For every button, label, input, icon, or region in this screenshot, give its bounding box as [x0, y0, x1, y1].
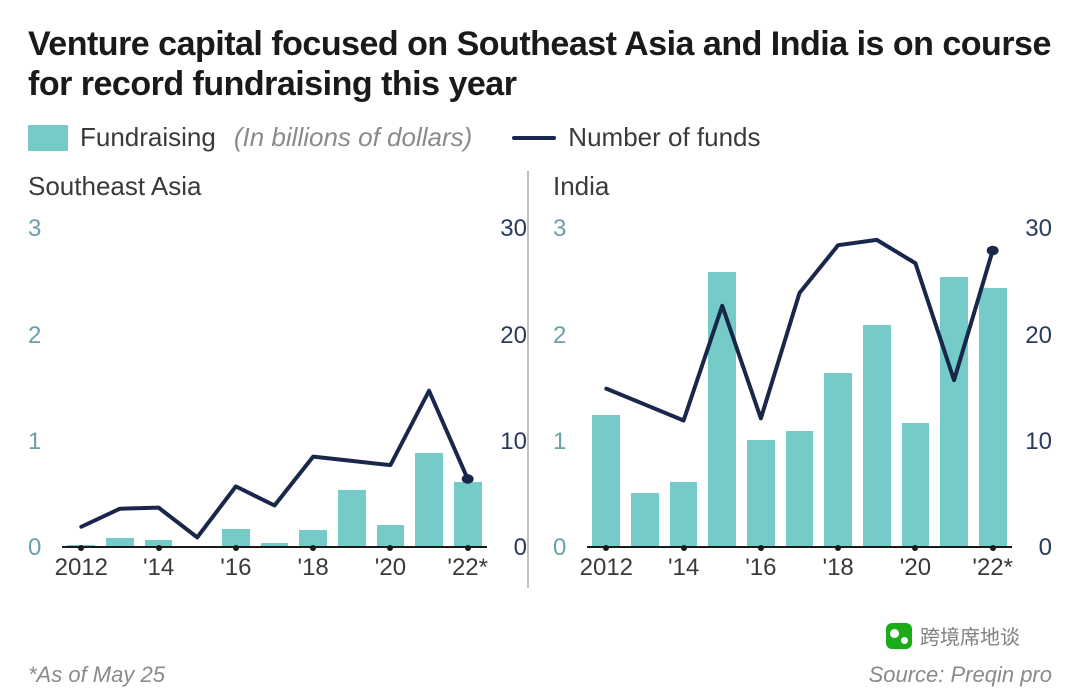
chart-page: Venture capital focused on Southeast Asi…	[0, 0, 1080, 696]
line-series	[62, 208, 487, 548]
footnote-left: *As of May 25	[28, 662, 165, 688]
x-tick-label: '14	[143, 554, 174, 582]
x-axis: 2012'14'16'18'20'22*	[587, 548, 1012, 588]
legend-item-numfunds: Number of funds	[512, 122, 760, 153]
x-tick-label: '20	[375, 554, 406, 582]
wechat-icon	[886, 623, 912, 649]
watermark: 跨境席地谈	[886, 621, 1020, 650]
legend-unit-fundraising: (In billions of dollars)	[234, 122, 472, 153]
footnote-right: Source: Preqin pro	[869, 662, 1052, 688]
x-tick-label: '18	[297, 554, 328, 582]
y-left-tick: 1	[553, 428, 589, 456]
x-tick-label: '22*	[972, 554, 1013, 582]
legend-swatch-bar	[28, 125, 68, 151]
y-axis-left: 0123	[553, 208, 589, 548]
x-tick-mark	[78, 545, 84, 551]
panel-title: India	[553, 171, 1052, 202]
x-tick-label: '22*	[447, 554, 488, 582]
x-tick-mark	[156, 545, 162, 551]
y-left-tick: 2	[28, 322, 64, 350]
y-right-tick: 20	[1016, 322, 1052, 350]
plot-area	[62, 208, 487, 548]
y-right-tick: 30	[1016, 215, 1052, 243]
chart-title: Venture capital focused on Southeast Asi…	[28, 24, 1052, 104]
x-tick-label: '20	[900, 554, 931, 582]
y-right-tick: 10	[491, 428, 527, 456]
panel-southeast-asia: Southeast Asia012301020302012'14'16'18'2…	[28, 171, 527, 588]
legend-item-fundraising: Fundraising (In billions of dollars)	[28, 122, 472, 153]
x-tick-mark	[681, 545, 687, 551]
x-tick-mark	[603, 545, 609, 551]
x-tick-mark	[912, 545, 918, 551]
y-axis-right: 0102030	[1016, 208, 1052, 548]
legend-swatch-line	[512, 136, 556, 140]
y-left-tick: 3	[553, 215, 589, 243]
y-right-tick: 0	[491, 534, 527, 562]
x-tick-label: '18	[822, 554, 853, 582]
y-axis-left: 0123	[28, 208, 64, 548]
x-tick-label: '14	[668, 554, 699, 582]
x-tick-mark	[758, 545, 764, 551]
line-series	[587, 208, 1012, 548]
legend-label-fundraising: Fundraising	[80, 122, 216, 153]
panel-title: Southeast Asia	[28, 171, 527, 202]
x-tick-label: 2012	[55, 554, 108, 582]
chart: 012301020302012'14'16'18'20'22*	[553, 208, 1052, 588]
x-tick-mark	[233, 545, 239, 551]
panel-india: India012301020302012'14'16'18'20'22*	[527, 171, 1052, 588]
y-right-tick: 0	[1016, 534, 1052, 562]
x-tick-mark	[835, 545, 841, 551]
watermark-text: 跨境席地谈	[920, 621, 1020, 650]
y-left-tick: 3	[28, 215, 64, 243]
y-left-tick: 1	[28, 428, 64, 456]
footnotes: *As of May 25 Source: Preqin pro	[28, 662, 1052, 688]
x-tick-label: '16	[745, 554, 776, 582]
x-tick-mark	[310, 545, 316, 551]
y-axis-right: 0102030	[491, 208, 527, 548]
plot-area	[587, 208, 1012, 548]
y-right-tick: 20	[491, 322, 527, 350]
legend-label-numfunds: Number of funds	[568, 122, 760, 153]
legend: Fundraising (In billions of dollars) Num…	[28, 122, 1052, 153]
y-left-tick: 2	[553, 322, 589, 350]
x-tick-label: '16	[220, 554, 251, 582]
x-tick-mark	[990, 545, 996, 551]
x-axis: 2012'14'16'18'20'22*	[62, 548, 487, 588]
y-right-tick: 10	[1016, 428, 1052, 456]
chart: 012301020302012'14'16'18'20'22*	[28, 208, 527, 588]
panels: Southeast Asia012301020302012'14'16'18'2…	[28, 171, 1052, 588]
x-tick-label: 2012	[580, 554, 633, 582]
x-tick-mark	[387, 545, 393, 551]
y-right-tick: 30	[491, 215, 527, 243]
x-tick-mark	[465, 545, 471, 551]
